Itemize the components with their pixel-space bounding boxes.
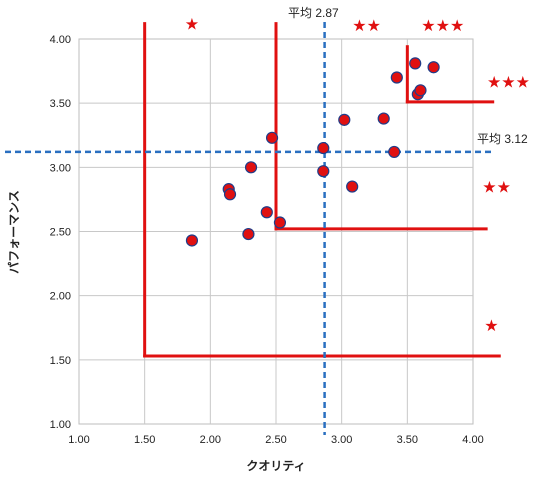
y-average-label: 平均 3.12: [477, 132, 528, 146]
x-tick-label: 3.00: [331, 434, 352, 446]
x-tick-label: 2.50: [265, 434, 286, 446]
x-tick-label: 4.00: [462, 434, 483, 446]
x-axis-title: クオリティ: [246, 459, 305, 473]
y-tick-labels: 1.00 1.50 2.00 2.50 3.00 3.50 4.00: [50, 34, 71, 431]
data-point: [390, 71, 403, 84]
threshold-lines: [143, 22, 501, 358]
x-tick-labels: 1.00 1.50 2.00 2.50 3.00 3.50 4.00: [68, 434, 483, 446]
y-tick-label: 2.00: [50, 291, 71, 303]
data-point: [223, 188, 237, 201]
data-point: [265, 131, 279, 144]
y-tick-label: 3.00: [50, 162, 71, 174]
star-rating-label: ★★: [482, 180, 511, 197]
data-point: [317, 141, 330, 155]
y-axis-title: パフォーマンス: [7, 190, 21, 274]
data-point: [338, 113, 351, 126]
data-point: [346, 180, 359, 193]
y-tick-label: 1.50: [50, 355, 71, 367]
star-rating-label: ★: [484, 318, 498, 335]
data-point: [244, 161, 258, 174]
data-point: [242, 227, 255, 241]
star-rating-label: ★★: [352, 18, 381, 35]
data-point: [260, 206, 273, 219]
y-tick-label: 1.00: [50, 419, 71, 431]
y-tick-label: 4.00: [50, 34, 71, 46]
data-point: [388, 145, 401, 159]
data-point: [185, 234, 199, 247]
data-points: [185, 57, 440, 247]
data-point: [317, 165, 330, 178]
x-tick-label: 3.50: [397, 434, 418, 446]
y-tick-label: 2.50: [50, 227, 71, 239]
star-rating-label: ★★★: [487, 74, 530, 91]
x-tick-label: 1.00: [68, 434, 89, 446]
data-point: [427, 61, 440, 74]
star-rating-label: ★: [185, 17, 199, 34]
data-point: [414, 84, 427, 97]
data-point: [273, 216, 287, 229]
x-tick-label: 1.50: [134, 434, 155, 446]
data-point: [409, 57, 422, 70]
star-rating-label: ★★★: [421, 18, 464, 35]
y-tick-label: 3.50: [50, 98, 71, 110]
x-average-label: 平均 2.87: [288, 6, 339, 20]
average-lines: [5, 22, 492, 435]
data-point: [377, 112, 390, 125]
star-ratings: ★ ★★ ★★★★★★★★★: [185, 17, 530, 336]
x-tick-label: 2.00: [200, 434, 221, 446]
